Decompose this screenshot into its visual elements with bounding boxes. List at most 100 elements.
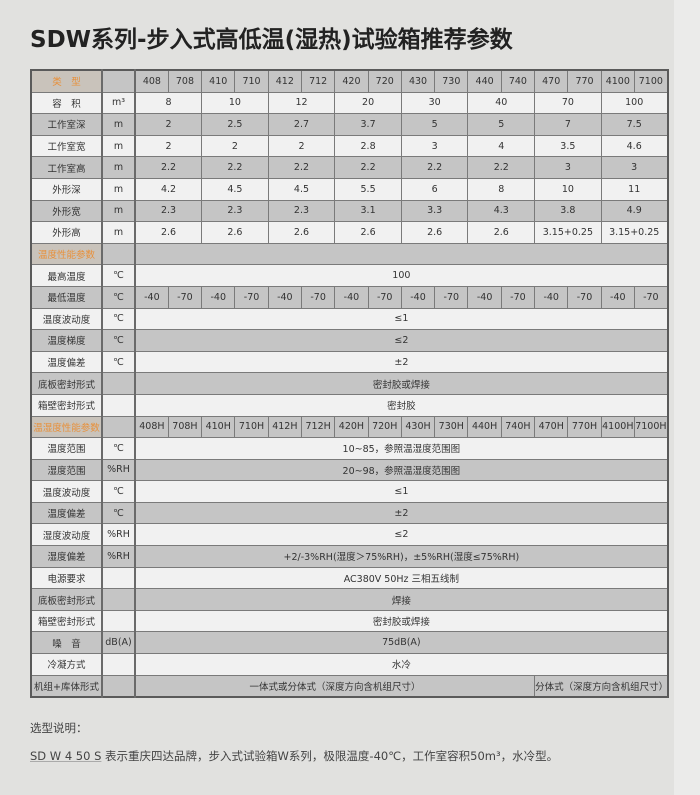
value-cell: 4.9 <box>600 199 669 223</box>
value-cell: 3.5 <box>534 134 602 158</box>
unit-cell <box>101 415 136 439</box>
unit-cell <box>101 609 136 633</box>
value-cell: ≤1 <box>134 307 669 331</box>
table-row: 工作室高 m 2.2 2.2 2.2 2.2 2.2 2.2 3 3 <box>30 156 669 179</box>
unit-cell <box>101 69 136 93</box>
value-cell: ±2 <box>134 501 669 525</box>
value-cell: 408H <box>134 415 169 439</box>
table-row: 温度偏差 ℃ ±2 <box>30 350 669 374</box>
value-cell: 2.3 <box>134 199 203 223</box>
value-cell: 3.15+0.25 <box>534 221 602 244</box>
value-cell: 密封胶或焊接 <box>134 609 669 633</box>
value-cell: 712H <box>300 415 336 439</box>
value-cell: 3.15+0.25 <box>600 221 669 244</box>
table-row: 底板密封形式 密封胶或焊接 <box>30 372 669 395</box>
unit-cell <box>101 566 136 590</box>
table-row: 温度性能参数 <box>30 242 669 266</box>
value-cell: 730H <box>434 415 469 439</box>
value-cell: 720 <box>367 69 402 93</box>
value-cell: 7 <box>534 113 602 136</box>
table-row: 温度偏差 ℃ ±2 <box>30 501 669 525</box>
value-cell: 712 <box>300 69 336 93</box>
row-label: 湿度范围 <box>30 458 103 482</box>
table-row: 温度波动度 ℃ ≤1 <box>30 307 669 331</box>
table-row: 冷凝方式 水冷 <box>30 653 669 676</box>
value-cell: 7100H <box>633 415 669 439</box>
value-cell: 3.8 <box>534 199 602 223</box>
value-cell: 420H <box>334 415 369 439</box>
row-label: 容 积 <box>30 91 103 115</box>
unit-cell <box>101 653 136 676</box>
value-cell: 焊接 <box>134 588 669 611</box>
value-cell: -40 <box>400 285 436 309</box>
value-cell: -40 <box>600 285 635 309</box>
value-cell: ≤2 <box>134 329 669 352</box>
value-cell: 2.6 <box>267 221 336 244</box>
value-cell: 2.3 <box>201 199 269 223</box>
row-label: 工作室高 <box>30 156 103 179</box>
unit-cell: m³ <box>101 91 136 115</box>
row-label: 电源要求 <box>30 566 103 590</box>
table-row: 噪 音 dB(A) 75dB(A) <box>30 631 669 655</box>
value-cell: -70 <box>300 285 336 309</box>
value-cell: 2.8 <box>334 134 402 158</box>
table-row: 电源要求 AC380V 50Hz 三相五线制 <box>30 566 669 590</box>
value-cell: 410H <box>201 415 236 439</box>
table-row: 工作室深 m 2 2.5 2.7 3.7 5 5 7 7.5 <box>30 113 669 136</box>
unit-cell: m <box>101 134 136 158</box>
unit-cell: m <box>101 113 136 136</box>
table-row: 温度范围 ℃ 10~85，参照温湿度范围图 <box>30 437 669 460</box>
value-cell: 4.6 <box>600 134 669 158</box>
unit-cell <box>101 588 136 611</box>
page-margin <box>674 0 700 795</box>
value-cell: 2.5 <box>201 113 269 136</box>
value-cell: 11 <box>600 177 669 201</box>
value-cell: -70 <box>167 285 203 309</box>
value-cell: -70 <box>234 285 269 309</box>
row-label: 温度范围 <box>30 437 103 460</box>
value-cell: 30 <box>400 91 469 115</box>
value-cell: -40 <box>467 285 502 309</box>
unit-cell: ℃ <box>101 329 136 352</box>
value-cell: 470H <box>534 415 569 439</box>
unit-cell: m <box>101 156 136 179</box>
value-cell: 440 <box>467 69 502 93</box>
value-cell: 5 <box>400 113 469 136</box>
value-cell: 2.6 <box>134 221 203 244</box>
value-cell: 3 <box>534 156 602 179</box>
unit-cell: dB(A) <box>101 631 136 655</box>
value-cell: 720H <box>367 415 402 439</box>
unit-cell: ℃ <box>101 437 136 460</box>
value-cell: 440H <box>467 415 502 439</box>
value-cell: 密封胶 <box>134 393 669 417</box>
value-cell: 710 <box>234 69 269 93</box>
value-cell: 10 <box>534 177 602 201</box>
value-cell: 水冷 <box>134 653 669 676</box>
row-label: 噪 音 <box>30 631 103 655</box>
table-row: 外形高 m 2.6 2.6 2.6 2.6 2.6 2.6 3.15+0.25 3.15+0.25 <box>30 221 669 244</box>
page-title: SDW系列-步入式高低温(湿热)试验箱推荐参数 <box>30 27 513 53</box>
table-row: 类 型 408 708 410 710 412 712 420 720 430 730 440 740 4… <box>30 69 669 93</box>
table-row: 温度梯度 ℃ ≤2 <box>30 329 669 352</box>
section-label: 温度性能参数 <box>30 242 103 266</box>
value-cell: 分体式（深度方向含机组尺寸） <box>534 674 669 698</box>
table-row: 最低温度 ℃ -40 -70 -40 -70 -40 -70 -40 -70 -40 -70 -40 -7… <box>30 285 669 309</box>
value-cell: 10~85，参照温湿度范围图 <box>134 437 669 460</box>
row-label: 外形宽 <box>30 199 103 223</box>
table-row: 温湿度性能参数 408H 708H 410H 710H 412H 712H 420H 720H 4… <box>30 415 669 439</box>
row-label: 工作室宽 <box>30 134 103 158</box>
value-cell: 740 <box>500 69 536 93</box>
value-cell: +2/-3%RH(湿度＞75%RH)，±5%RH(湿度≤75%RH) <box>134 545 669 568</box>
value-cell: 7.5 <box>600 113 669 136</box>
value-cell: 740H <box>500 415 536 439</box>
value-cell: 3 <box>600 156 669 179</box>
value-cell: 2.2 <box>201 156 269 179</box>
value-cell: 408 <box>134 69 169 93</box>
value-cell: 4100H <box>600 415 635 439</box>
value-cell: 2 <box>134 134 203 158</box>
value-cell: ±2 <box>134 350 669 374</box>
unit-cell: ℃ <box>101 501 136 525</box>
table-row: 箱壁密封形式 密封胶或焊接 <box>30 609 669 633</box>
unit-cell: m <box>101 221 136 244</box>
value-cell: -70 <box>633 285 669 309</box>
